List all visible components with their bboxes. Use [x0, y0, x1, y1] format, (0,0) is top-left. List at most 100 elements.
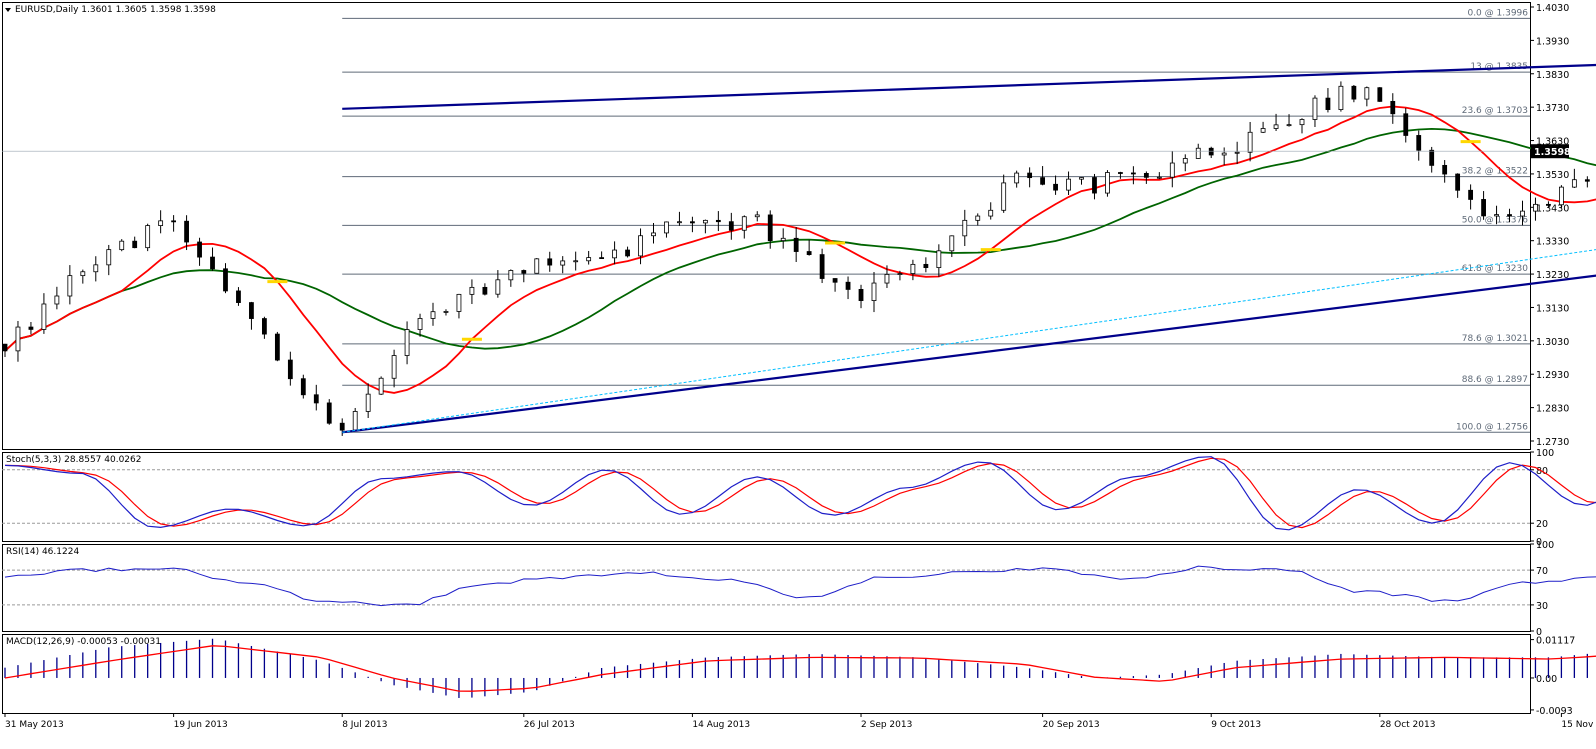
- candle-body: [780, 237, 786, 242]
- candle-body: [1338, 85, 1344, 110]
- candle-body: [28, 326, 34, 330]
- candle-body: [962, 219, 968, 237]
- y-tick-label-stoch: 100: [1536, 448, 1554, 459]
- candle-body: [690, 221, 695, 224]
- candle-body: [1520, 210, 1525, 217]
- candle-body: [495, 279, 501, 295]
- y-tick-label-price: 1.2830: [1536, 404, 1569, 415]
- y-tick-label-rsi: 70: [1536, 566, 1548, 577]
- candle-body: [547, 258, 553, 266]
- candle-body: [1105, 172, 1110, 194]
- candle-body: [910, 263, 916, 274]
- y-tick-label-price: 1.3430: [1536, 203, 1569, 214]
- candle-body: [456, 293, 462, 312]
- candle-body: [1079, 177, 1084, 180]
- stoch-panel-header: Stoch(5,3,3) 28.8557 40.0262: [6, 455, 141, 465]
- candle-body: [728, 221, 734, 231]
- trendline: [342, 63, 1596, 110]
- candle-body: [1286, 124, 1292, 127]
- candle-body: [1325, 97, 1331, 110]
- candle-body: [378, 377, 384, 395]
- candle-body: [1273, 124, 1279, 129]
- candle-body: [80, 271, 86, 277]
- candle-body: [1403, 113, 1409, 136]
- candle-body: [1377, 87, 1383, 102]
- candle-body: [1507, 214, 1512, 217]
- candle-body: [521, 270, 527, 274]
- candle-body: [300, 378, 306, 396]
- candle-body: [365, 393, 371, 412]
- candle-body: [936, 250, 942, 269]
- y-tick-label-macd: 0.00: [1536, 674, 1557, 685]
- y-tick-label-stoch: 0: [1536, 537, 1542, 548]
- candle-body: [1092, 177, 1097, 194]
- fib-level-label: 88.6 @ 1.2897: [1462, 375, 1528, 385]
- fib-level-label: 0.0 @ 1.3996: [1467, 8, 1528, 18]
- trendline: [342, 274, 1596, 434]
- candle-body: [599, 257, 605, 259]
- candle-body: [119, 240, 125, 251]
- candle-body: [1260, 128, 1266, 133]
- candle-body: [41, 303, 47, 330]
- current-price-label: 1.3598: [1534, 147, 1571, 158]
- candle-body: [1156, 176, 1162, 179]
- candle-body: [1182, 158, 1188, 164]
- x-tick-label: 2 Sep 2013: [861, 720, 912, 730]
- candle-body: [612, 249, 617, 259]
- candle-body: [767, 214, 773, 242]
- candle-body: [1234, 151, 1240, 154]
- y-tick-label-price: 1.2730: [1536, 437, 1569, 448]
- candle-body: [236, 290, 241, 303]
- candle-body: [249, 302, 254, 319]
- candle-body: [560, 260, 566, 266]
- fast-moving-average-line: [4, 105, 1596, 394]
- candle-body: [988, 209, 994, 217]
- candle-body: [923, 263, 929, 269]
- y-tick-label-price: 1.3330: [1536, 237, 1569, 248]
- candle-body: [171, 220, 177, 223]
- y-tick-label-rsi: 0: [1536, 627, 1542, 638]
- y-tick-label-macd: 0.01117: [1536, 636, 1575, 647]
- y-tick-label-price: 1.3030: [1536, 337, 1569, 348]
- slow-moving-average-line: [4, 127, 1596, 352]
- dotted-channel-line: [342, 249, 1596, 433]
- candle-body: [2, 343, 8, 352]
- candle-body: [469, 286, 475, 295]
- candle-body: [54, 295, 60, 305]
- candle-body: [715, 219, 721, 223]
- panel-frame-stoch: [2, 452, 1531, 542]
- candle-body: [274, 333, 280, 361]
- candle-body: [1429, 149, 1435, 166]
- candle-body: [858, 289, 864, 301]
- x-tick-label: 14 Aug 2013: [692, 720, 750, 730]
- candle-body: [417, 318, 423, 330]
- candle-body: [1053, 183, 1058, 191]
- candle-body: [1169, 162, 1175, 178]
- y-tick-label-price: 1.3930: [1536, 36, 1569, 47]
- candle-body: [638, 235, 643, 257]
- candle-body: [1468, 189, 1474, 200]
- candle-body: [430, 311, 436, 319]
- candle-body: [586, 257, 592, 262]
- fib-level-label: 23.6 @ 1.3703: [1462, 106, 1528, 116]
- y-tick-label-stoch: 20: [1536, 519, 1548, 530]
- candle-body: [897, 273, 903, 275]
- candle-body: [145, 225, 151, 249]
- candle-body: [677, 221, 682, 224]
- rsi-panel-header: RSI(14) 46.1224: [6, 547, 79, 557]
- candle-body: [132, 240, 138, 249]
- fib-level-label: 50.0 @ 1.3376: [1462, 215, 1529, 225]
- panel-frame-rsi: [2, 544, 1531, 632]
- candle-body: [1390, 100, 1396, 115]
- y-tick-label-rsi: 30: [1536, 601, 1548, 612]
- candle-body: [1195, 147, 1201, 159]
- candle-body: [1559, 186, 1564, 206]
- candle-body: [1118, 172, 1123, 174]
- candle-body: [832, 278, 838, 283]
- panel-frame-macd: [2, 634, 1531, 714]
- y-tick-label-rsi: 100: [1536, 540, 1554, 551]
- candle-body: [806, 251, 812, 255]
- candle-body: [1364, 87, 1370, 100]
- candle-body: [1481, 199, 1486, 217]
- y-tick-label-macd: -0.0093: [1536, 706, 1573, 717]
